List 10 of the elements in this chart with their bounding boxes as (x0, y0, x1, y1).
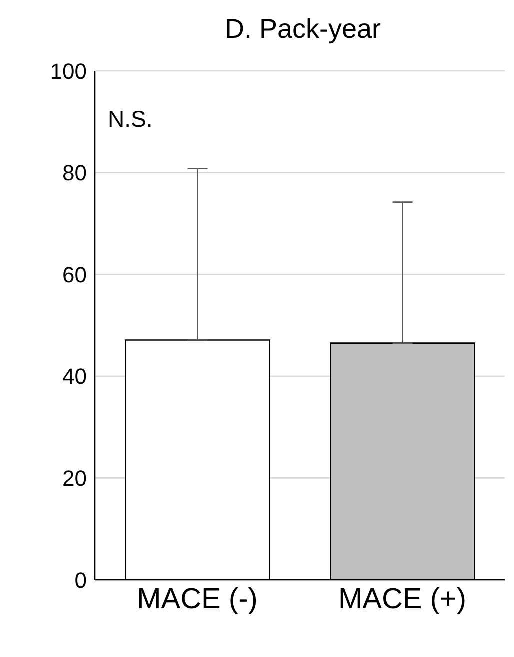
y-tick-label: 20 (62, 466, 87, 492)
chart-title: D. Pack-year (224, 14, 382, 46)
x-tick-label: MACE (-) (137, 584, 258, 616)
y-tick-label: 80 (62, 160, 87, 186)
x-tick-label: MACE (+) (338, 584, 467, 616)
y-tick-label: 60 (62, 262, 87, 288)
y-tick-label: 100 (50, 58, 87, 84)
y-tick-label: 40 (62, 364, 87, 390)
y-tick-label: 0 (74, 568, 87, 593)
annotation: N.S. (108, 106, 153, 133)
